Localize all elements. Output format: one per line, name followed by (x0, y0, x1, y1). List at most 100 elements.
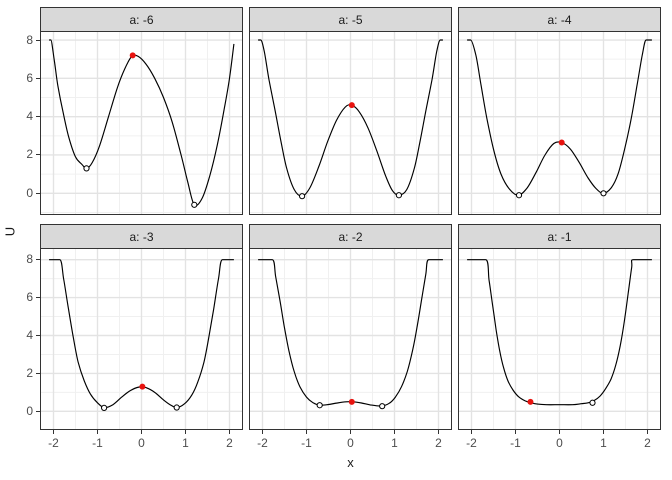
stable-point (316, 402, 323, 409)
facet-strip-label: a: -5 (338, 12, 363, 27)
x-tick-mark (394, 430, 395, 434)
y-tick-mark (36, 39, 40, 41)
panel-border (40, 248, 243, 430)
x-tick-label: 2 (644, 436, 651, 450)
y-axis-title: U (2, 226, 18, 237)
x-tick-mark (438, 430, 439, 434)
unstable-point (129, 52, 136, 59)
x-tick-label: 0 (347, 436, 354, 450)
y-tick-label: 6 (26, 290, 33, 305)
facet-panel-svg (249, 248, 452, 430)
unstable-point (348, 398, 355, 405)
x-axis-title: x (347, 455, 354, 470)
x-tick-label: 0 (556, 436, 563, 450)
facet-strip: a: -5 (249, 7, 452, 32)
stable-point (101, 404, 108, 411)
x-tick-mark (185, 430, 186, 434)
facet-strip: a: -4 (458, 7, 661, 32)
y-tick-mark (36, 335, 40, 336)
x-tick-label: 1 (391, 436, 398, 450)
facet-strip-label: a: -2 (338, 229, 363, 244)
stable-point (395, 192, 402, 199)
x-tick-mark (229, 430, 230, 434)
facet-a-minus-3: a: -3 (40, 224, 243, 430)
y-tick-mark (36, 116, 40, 118)
y-tick-label: 4 (26, 328, 33, 342)
y-tick-mark (36, 297, 40, 299)
y-tick-label: 8 (26, 32, 33, 47)
y-tick-mark (36, 259, 40, 261)
potential-curve (467, 259, 652, 406)
y-tick-mark (36, 154, 40, 156)
stable-point (173, 404, 180, 411)
x-tick-mark (262, 430, 263, 434)
unstable-point (139, 383, 146, 390)
x-tick-label: 2 (435, 436, 442, 450)
unstable-point (348, 102, 355, 109)
facet-strip-label: a: -1 (547, 229, 572, 244)
x-tick-label: -1 (510, 436, 521, 450)
facet-panel-svg (40, 248, 243, 430)
stable-point (379, 403, 386, 410)
y-tick-label: 2 (26, 147, 33, 162)
x-tick-label: -2 (257, 436, 268, 450)
stable-point (515, 192, 523, 199)
unstable-point (527, 398, 534, 405)
facet-panel-svg (458, 31, 661, 215)
x-tick-label: -2 (466, 436, 477, 450)
facet-panel-svg (458, 248, 661, 430)
stable-point (600, 190, 607, 197)
x-tick-mark (97, 430, 98, 434)
stable-point (191, 201, 198, 208)
facet-panel-svg (40, 31, 243, 215)
y-tick-label: 4 (26, 109, 33, 124)
y-tick-mark (36, 372, 40, 374)
x-tick-label: 1 (182, 436, 189, 450)
x-tick-label: 0 (138, 436, 145, 450)
y-tick-mark (36, 410, 40, 412)
y-tick-label: 2 (26, 365, 33, 380)
facet-strip: a: -3 (40, 224, 243, 249)
facet-strip-label: a: -3 (129, 229, 154, 244)
stable-point (589, 399, 596, 406)
x-tick-label: 2 (226, 436, 233, 450)
y-tick-mark (36, 77, 40, 79)
x-tick-mark (647, 430, 648, 434)
facet-strip: a: -2 (249, 224, 452, 249)
x-tick-mark (53, 430, 54, 434)
facet-strip-label: a: -6 (129, 12, 154, 27)
stable-point (299, 193, 306, 200)
x-tick-label: -1 (92, 436, 103, 450)
stable-point (83, 165, 90, 172)
x-tick-mark (603, 430, 604, 434)
x-tick-label: -2 (48, 436, 59, 450)
y-tick-label: 0 (26, 403, 33, 418)
panel-border (458, 248, 661, 430)
panel-border (458, 31, 661, 215)
x-tick-mark (471, 430, 472, 434)
facet-a-minus-2: a: -2 (249, 224, 452, 430)
x-tick-mark (559, 430, 560, 434)
y-tick-label: 0 (26, 185, 33, 200)
unstable-point (558, 139, 565, 146)
facet-strip: a: -6 (40, 7, 243, 32)
facet-a-minus-5: a: -5 (249, 7, 452, 215)
x-tick-mark (350, 430, 351, 434)
facet-a-minus-1: a: -1 (458, 224, 661, 430)
x-tick-label: 1 (600, 436, 607, 450)
facet-a-minus-4: a: -4 (458, 7, 661, 215)
facet-panel-svg (249, 31, 452, 215)
facet-strip: a: -1 (458, 224, 661, 249)
panel-border (249, 248, 452, 430)
x-tick-mark (306, 430, 307, 434)
y-tick-label: 8 (26, 252, 33, 267)
x-tick-mark (141, 430, 142, 434)
y-tick-label: 6 (26, 70, 33, 85)
x-tick-mark (515, 430, 516, 434)
x-tick-label: -1 (301, 436, 312, 450)
facet-strip-label: a: -4 (547, 12, 572, 27)
facet-a-minus-6: a: -6 (40, 7, 243, 215)
panel-border (40, 31, 243, 215)
y-tick-mark (36, 192, 40, 194)
